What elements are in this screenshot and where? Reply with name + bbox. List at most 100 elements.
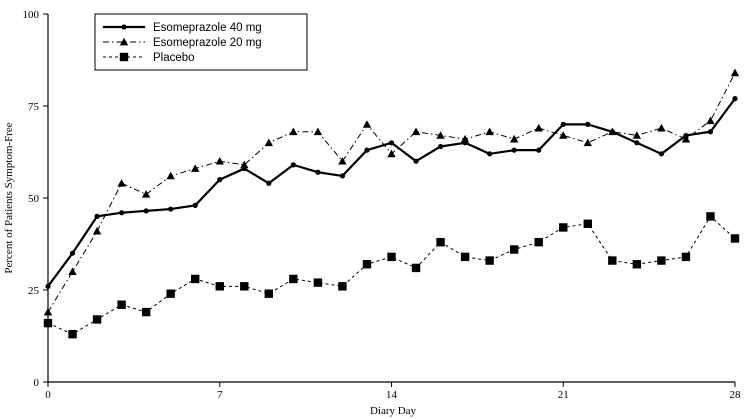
legend-swatch-marker [119,52,129,62]
data-point [436,237,445,247]
data-point [534,123,543,132]
data-point [264,138,274,147]
data-point [657,123,666,132]
data-point [658,151,664,157]
x-tick-label: 21 [558,389,569,401]
data-point [69,250,76,256]
y-tick-label: 0 [34,377,40,389]
data-point [485,256,494,265]
legend-item: Placebo [103,52,195,64]
legend: Esomeprazole 40 mg Esomeprazole 20 mg Plac… [94,13,308,71]
data-point [583,219,592,228]
data-point [166,289,175,298]
x-axis-label: Diary Day [370,405,417,417]
series-layer [43,68,740,339]
data-point [168,206,174,212]
data-point [119,210,125,216]
data-point [166,171,175,180]
data-point [460,252,470,262]
series-3 [43,212,740,339]
data-point [534,237,543,247]
data-point [509,134,519,143]
legend-swatch-marker [121,24,127,30]
data-point [266,180,272,186]
data-point [217,177,223,183]
y-tick-label: 75 [28,101,40,113]
data-point [117,300,126,309]
data-point [92,315,102,324]
data-point [608,256,617,265]
x-tick-label: 0 [45,389,51,401]
data-point [387,252,396,262]
y-tick-label: 50 [28,193,40,205]
data-point [388,140,395,146]
series-2 [43,68,740,316]
data-point [313,278,323,287]
data-point [191,274,200,284]
data-point [509,245,519,254]
data-point [240,160,249,169]
data-point [92,226,102,235]
data-point [730,68,740,77]
data-point [315,169,321,175]
data-point [730,234,740,243]
data-point [290,162,296,168]
data-point [338,157,347,165]
data-point [117,179,126,187]
y-axis-label: Percent of Patients Symptom-Free [3,122,15,273]
data-point [411,263,421,273]
x-tick-label: 14 [386,389,398,401]
data-point [559,223,568,232]
series-line [47,215,736,335]
data-point [264,289,274,298]
data-point [681,252,691,262]
data-point [94,213,100,219]
data-point [632,260,642,269]
data-point [732,96,738,102]
data-point [707,129,714,135]
data-point [43,318,53,328]
x-tick-label: 28 [730,389,742,401]
data-point [413,158,419,164]
legend-swatch-marker [119,37,129,46]
y-tick-label: 100 [23,9,40,21]
data-point [141,190,151,198]
data-point [585,121,591,127]
data-point [141,307,151,317]
data-point [460,134,470,143]
data-point [364,147,370,153]
data-point [559,131,568,139]
data-point [536,147,542,153]
series-line [47,72,736,313]
data-point [43,307,53,316]
data-point [143,208,149,214]
data-point [339,173,346,179]
data-point [706,116,715,125]
data-point [511,147,517,153]
data-point [634,140,640,146]
data-point [45,283,51,289]
data-point [437,143,444,150]
legend-label: Esomeprazole 20 mg [153,37,262,49]
data-point [608,127,617,136]
data-point [583,138,592,147]
data-point [560,121,566,127]
data-point [215,282,224,291]
data-point [362,260,372,269]
data-point [191,164,200,172]
data-point [68,267,77,275]
data-point [338,282,347,291]
x-tick-label: 7 [217,389,223,401]
data-point [313,127,323,136]
data-point [681,134,691,143]
legend-label: Placebo [153,52,195,64]
legend-label: Esomeprazole 40 mg [153,22,262,34]
data-point [632,131,642,139]
data-point [706,212,715,221]
data-point [289,127,298,136]
data-point [362,120,372,128]
data-point [485,127,494,136]
data-point [387,149,396,158]
y-tick-label: 25 [28,285,40,297]
